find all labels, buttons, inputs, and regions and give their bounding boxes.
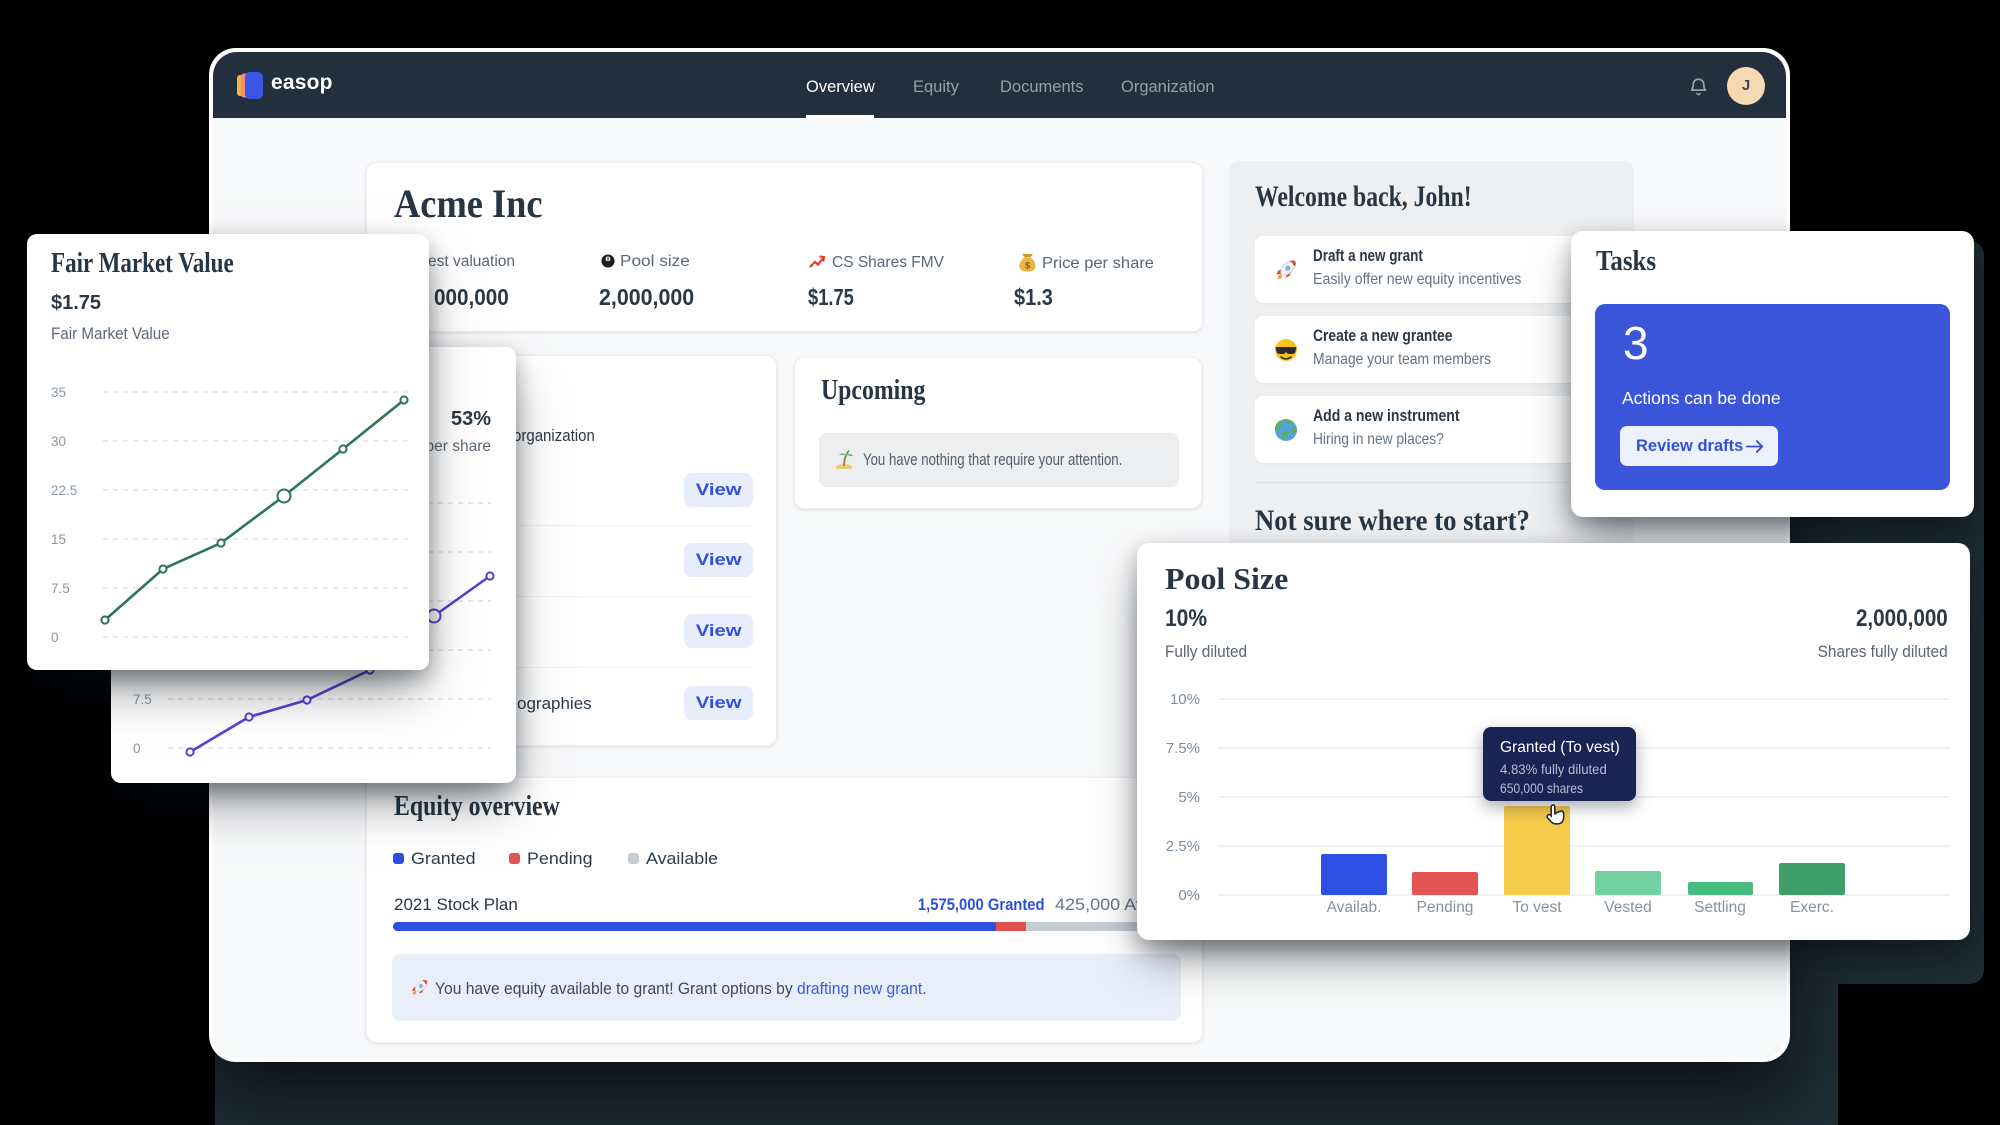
- svg-text:7.5: 7.5: [51, 581, 70, 596]
- svg-text:5%: 5%: [1178, 789, 1200, 806]
- svg-text:35: 35: [51, 385, 66, 400]
- svg-text:Vested: Vested: [1604, 899, 1651, 916]
- svg-text:7.5: 7.5: [133, 692, 152, 707]
- svg-text:0: 0: [51, 630, 59, 645]
- svg-text:10%: 10%: [1170, 691, 1200, 708]
- svg-text:Exerc.: Exerc.: [1790, 899, 1834, 916]
- svg-text:$: $: [1025, 260, 1031, 271]
- svg-text:22.5: 22.5: [51, 483, 77, 498]
- svg-text:0: 0: [133, 741, 141, 756]
- svg-text:Settling: Settling: [1694, 899, 1746, 916]
- svg-text:30: 30: [51, 434, 66, 449]
- svg-text:Pending: Pending: [1417, 899, 1474, 916]
- svg-text:0%: 0%: [1178, 887, 1200, 904]
- svg-text:To vest: To vest: [1512, 899, 1562, 916]
- svg-text:15: 15: [51, 532, 66, 547]
- svg-text:2.5%: 2.5%: [1166, 838, 1200, 855]
- svg-text:8: 8: [607, 257, 610, 262]
- svg-text:Availab.: Availab.: [1327, 899, 1382, 916]
- svg-text:7.5%: 7.5%: [1166, 740, 1200, 757]
